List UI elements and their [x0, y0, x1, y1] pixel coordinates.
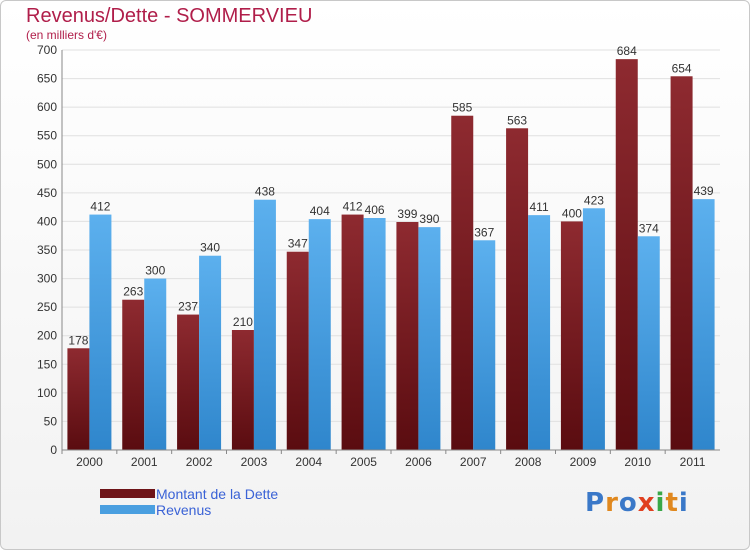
revenus-value-label: 438 [255, 185, 275, 199]
x-tick-label: 2009 [570, 455, 597, 469]
logo-letter: t [665, 488, 679, 518]
revenus-value-label: 411 [530, 200, 549, 214]
revenus-bar [528, 215, 551, 450]
y-tick-label: 500 [37, 157, 57, 171]
debt-bar [506, 128, 529, 451]
y-tick-label: 600 [37, 100, 57, 114]
x-tick-label: 2001 [131, 455, 158, 469]
revenus-value-label: 423 [584, 193, 604, 207]
logo-letter: x [637, 488, 656, 518]
legend-swatch-debt [100, 489, 155, 498]
debt-value-label: 178 [68, 333, 88, 347]
revenus-value-label: 300 [145, 264, 165, 278]
y-tick-label: 100 [37, 386, 57, 400]
logo-letter: i [655, 488, 666, 518]
revenus-value-label: 439 [694, 184, 714, 198]
debt-value-label: 400 [562, 206, 582, 220]
debt-bar [67, 348, 90, 450]
y-tick-label: 50 [44, 414, 58, 428]
debt-value-label: 347 [288, 237, 308, 251]
logo-letter: P [585, 488, 606, 518]
debt-value-label: 654 [672, 61, 692, 75]
x-tick-label: 2007 [460, 455, 487, 469]
revenus-bar [253, 199, 276, 450]
y-tick-label: 450 [37, 186, 57, 200]
debt-bar [670, 76, 693, 451]
debt-bar [615, 59, 638, 451]
x-tick-label: 2003 [241, 455, 268, 469]
debt-bar [341, 214, 364, 450]
y-tick-label: 0 [50, 443, 57, 457]
revenus-value-label: 404 [310, 204, 330, 218]
revenus-bar [363, 218, 386, 450]
y-tick-label: 300 [37, 272, 57, 286]
revenus-bar [418, 227, 441, 450]
revenus-bar [692, 199, 715, 450]
debt-bar [286, 251, 309, 450]
y-tick-label: 250 [37, 300, 57, 314]
x-tick-label: 2010 [624, 455, 651, 469]
debt-bar [231, 330, 254, 450]
revenus-bar [144, 278, 167, 450]
x-tick-label: 2004 [295, 455, 322, 469]
debt-value-label: 399 [397, 207, 417, 221]
debt-value-label: 412 [343, 200, 363, 214]
proxiti-logo: Proxiti [585, 488, 689, 518]
bars [67, 59, 715, 451]
debt-value-label: 263 [123, 285, 143, 299]
logo-letter: o [618, 488, 638, 518]
x-tick-label: 2006 [405, 455, 432, 469]
chart-title: Revenus/Dette - SOMMERVIEU [26, 5, 313, 27]
x-tick-label: 2005 [350, 455, 377, 469]
debt-value-label: 563 [507, 113, 527, 127]
debt-value-label: 210 [233, 315, 253, 329]
revenus-bar [473, 240, 496, 450]
debt-bar [451, 115, 474, 450]
revenus-bar [308, 219, 331, 450]
y-tick-label: 550 [37, 129, 57, 143]
grid-lines [62, 49, 720, 451]
y-tick-label: 650 [37, 72, 57, 86]
y-tick-label: 700 [37, 43, 57, 57]
x-tick-label: 2011 [680, 455, 706, 469]
revenus-value-label: 390 [419, 212, 439, 226]
revenus-bar [582, 208, 605, 450]
revenus-bar [199, 255, 222, 450]
debt-value-label: 585 [452, 101, 472, 115]
axes: 0 50 100 150 200 250 300 350 400 450 500 550 600 650 7… [37, 43, 720, 469]
revenus-value-label: 406 [365, 203, 385, 217]
revenus-value-label: 367 [474, 225, 494, 239]
legend-swatch-revenus [100, 505, 155, 514]
y-tick-label: 200 [37, 329, 57, 343]
logo-letter: i [678, 488, 689, 518]
debt-bar [177, 314, 200, 450]
revenus-value-label: 340 [200, 241, 220, 255]
y-tick-label: 350 [37, 243, 57, 257]
revenus-bar [637, 236, 660, 450]
revenus-value-label: 412 [90, 200, 110, 214]
debt-bar [396, 222, 419, 450]
y-tick-label: 150 [37, 357, 57, 371]
logo-letter: r [605, 488, 619, 518]
x-tick-label: 2002 [186, 455, 213, 469]
revenus-bar [89, 214, 112, 450]
debt-bar [560, 221, 583, 450]
legend-label-debt: Montant de la Dette [156, 486, 279, 502]
debt-value-label: 684 [617, 44, 637, 58]
y-tick-label: 400 [37, 214, 57, 228]
chart-subtitle: (en milliers d'€) [26, 28, 107, 42]
revenus-value-label: 374 [639, 221, 659, 235]
legend-label-revenus: Revenus [156, 502, 212, 518]
x-tick-label: 2008 [515, 455, 542, 469]
debt-value-label: 237 [178, 300, 198, 314]
x-tick-label: 2000 [76, 455, 103, 469]
debt-bar [122, 299, 145, 450]
